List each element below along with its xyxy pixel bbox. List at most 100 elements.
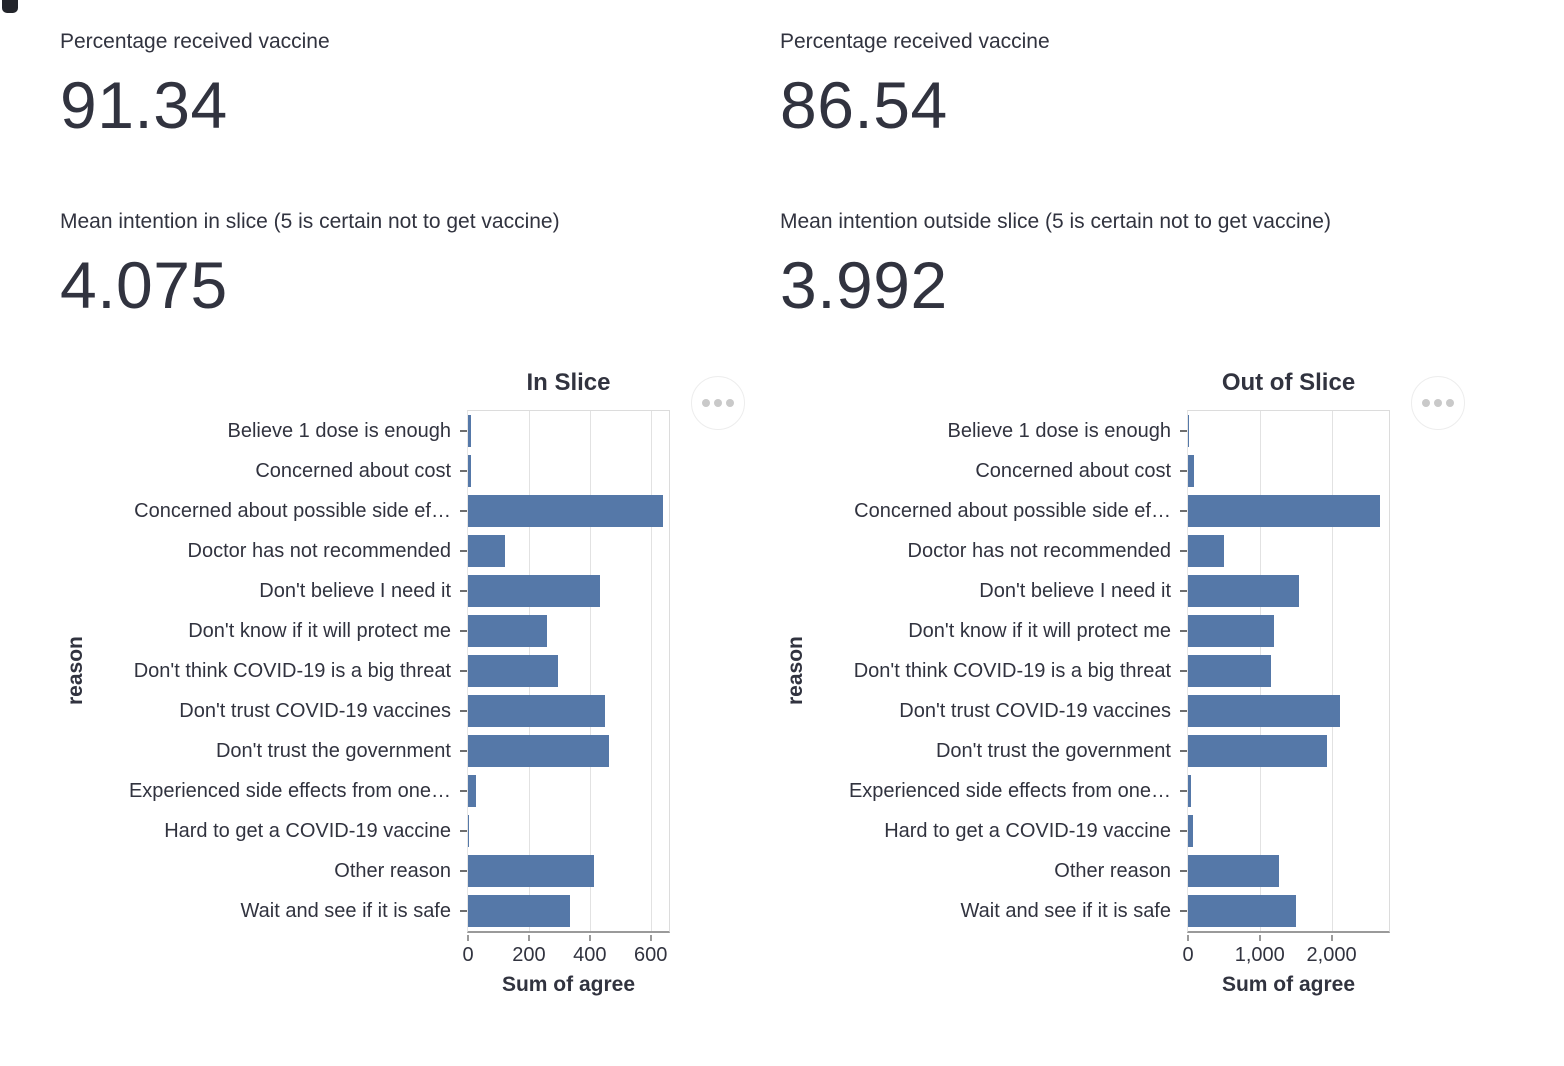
bar (1188, 695, 1341, 727)
bar-row (1188, 731, 1389, 771)
category-label: Concerned about cost (255, 459, 451, 482)
x-axis-tick-labels: 0 200 400 600 (462, 943, 669, 967)
y-axis-tick (460, 910, 467, 912)
x-axis-tick-label: 2,000 (1306, 944, 1357, 966)
bar (468, 695, 606, 727)
y-axis-tick (1180, 710, 1187, 712)
y-label-row: Don't trust COVID-19 vaccines (60, 691, 467, 731)
bar-row (468, 451, 669, 491)
bar-chart-out-of-slice: Out of Slice reason Believe 1 dose is en… (780, 368, 1485, 1013)
bar (468, 575, 600, 607)
y-axis-tick (1180, 590, 1187, 592)
x-axis-tick-label: 0 (462, 944, 474, 966)
x-axis-tick-label: 1,000 (1234, 944, 1285, 966)
ellipsis-icon (1434, 399, 1442, 407)
category-label: Don't know if it will protect me (908, 619, 1171, 642)
bar-row (468, 611, 669, 651)
cropped-ui-element (2, 0, 18, 13)
category-label: Don't trust the government (935, 739, 1171, 762)
bar (468, 655, 559, 687)
metric-value: 91.34 (60, 68, 228, 142)
y-axis-tick (1180, 910, 1187, 912)
y-axis-tick (1180, 870, 1187, 872)
x-axis-title: Sum of agree (1221, 973, 1356, 996)
bar-row (468, 491, 669, 531)
category-label: Concerned about possible side ef… (854, 499, 1171, 522)
y-axis-tick (1180, 790, 1187, 792)
y-axis-labels: Believe 1 dose is enough Concerned about … (780, 411, 1187, 931)
plot-area (467, 410, 670, 933)
gridline (589, 411, 591, 931)
bar-row (468, 731, 669, 771)
bar (1188, 455, 1195, 487)
y-axis-tick (460, 790, 467, 792)
bar (468, 815, 470, 847)
y-axis-tick (1180, 430, 1187, 432)
y-axis-tick (460, 830, 467, 832)
bar-row (468, 811, 669, 851)
y-label-row: Experienced side effects from one… (60, 771, 467, 811)
bar-row (1188, 571, 1389, 611)
bar (468, 455, 472, 487)
bar-row (468, 771, 669, 811)
metric-value: 3.992 (780, 248, 948, 322)
bar-row (468, 411, 669, 451)
chart-menu-button[interactable] (1411, 376, 1465, 430)
x-axis-tick (1258, 935, 1261, 941)
y-label-row: Don't trust the government (780, 731, 1187, 771)
y-axis-tick (460, 870, 467, 872)
metric-label: Mean intention outside slice (5 is certa… (780, 210, 1331, 233)
x-axis-tick (527, 935, 530, 941)
bar-row (1188, 851, 1389, 891)
panel-in-slice: Percentage received vaccine 91.34 Mean i… (60, 0, 765, 1013)
metric-label: Percentage received vaccine (780, 30, 1050, 53)
y-label-row: Don't believe I need it (780, 571, 1187, 611)
bar (468, 895, 570, 927)
y-axis-tick (1180, 750, 1187, 752)
chart-title: In Slice (526, 369, 611, 396)
x-axis-tick-label: 400 (573, 944, 607, 966)
bar-row (468, 531, 669, 571)
category-label: Believe 1 dose is enough (227, 419, 452, 442)
category-label: Doctor has not recommended (907, 539, 1171, 562)
y-label-row: Other reason (780, 851, 1187, 891)
bar-row (1188, 811, 1389, 851)
y-axis-tick (1180, 630, 1187, 632)
category-label: Don't trust COVID-19 vaccines (179, 699, 451, 722)
dashboard: Percentage received vaccine 91.34 Mean i… (60, 0, 1485, 1013)
bar-row (1188, 691, 1389, 731)
y-axis-labels: Believe 1 dose is enough Concerned about … (60, 411, 467, 931)
bar-row (1188, 771, 1389, 811)
bar (1188, 535, 1224, 567)
y-label-row: Concerned about possible side ef… (60, 491, 467, 531)
bar-row (468, 691, 669, 731)
bar (1188, 575, 1299, 607)
category-label: Hard to get a COVID-19 vaccine (884, 819, 1171, 842)
y-axis-tick (460, 430, 467, 432)
bar (1188, 855, 1279, 887)
plot-area (1187, 410, 1390, 933)
x-axis-ticks (467, 935, 669, 941)
chart-menu-button[interactable] (691, 376, 745, 430)
category-label: Don't believe I need it (979, 579, 1171, 602)
ellipsis-icon (1422, 399, 1430, 407)
y-axis-tick (460, 470, 467, 472)
bar (1188, 775, 1192, 807)
category-label: Wait and see if it is safe (960, 899, 1171, 922)
bar (1188, 735, 1327, 767)
category-label: Doctor has not recommended (187, 539, 451, 562)
x-axis-ticks (1187, 935, 1389, 941)
bar (1188, 415, 1190, 447)
bar (468, 615, 547, 647)
bar-row (1188, 611, 1389, 651)
x-axis-tick-label: 600 (634, 944, 668, 966)
ellipsis-icon (702, 399, 710, 407)
x-axis-tick (588, 935, 591, 941)
y-label-row: Don't think COVID-19 is a big threat (60, 651, 467, 691)
y-axis-tick (1180, 830, 1187, 832)
y-label-row: Don't know if it will protect me (60, 611, 467, 651)
metric-label: Percentage received vaccine (60, 30, 330, 53)
y-axis-tick (460, 590, 467, 592)
bar-row (468, 571, 669, 611)
ellipsis-icon (1446, 399, 1454, 407)
